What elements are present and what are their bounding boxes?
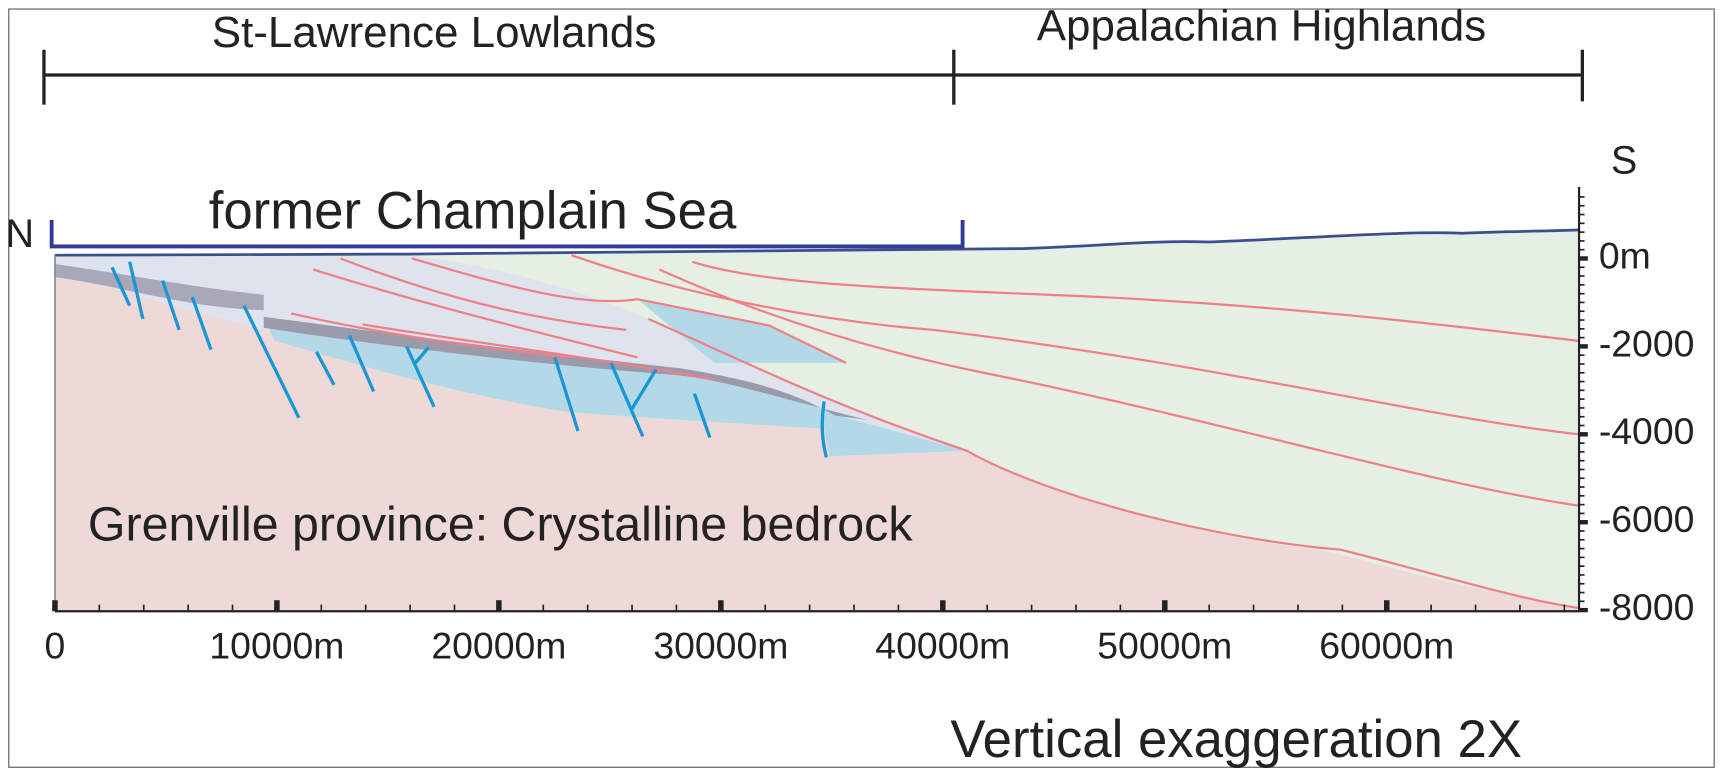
region-label: Appalachian Highlands xyxy=(1037,1,1486,50)
x-tick-label: 20000m xyxy=(431,624,566,666)
y-tick-label: 0m xyxy=(1599,234,1651,276)
nappe xyxy=(637,299,847,363)
sea-bracket xyxy=(49,220,965,249)
x-tick-label: 40000m xyxy=(875,624,1010,666)
y-tick-label: -6000 xyxy=(1599,498,1695,540)
faults xyxy=(110,261,828,458)
region-bars xyxy=(42,49,1584,105)
x-tick-label: 50000m xyxy=(1097,624,1232,666)
region-label: St-Lawrence Lowlands xyxy=(212,8,657,57)
ticks: 0 10000m 20000m 30000m 40000m 50000m 60000m 0m -… xyxy=(45,196,1695,666)
sea-label: former Champlain Sea xyxy=(209,181,737,240)
carbonate xyxy=(54,263,264,311)
compass-label: N xyxy=(5,212,34,256)
bedrock-label: Grenville province: Crystalline bedrock xyxy=(88,497,913,551)
carbonate xyxy=(263,316,869,421)
ground-surface xyxy=(54,228,1580,257)
x-tick-label: 60000m xyxy=(1319,624,1454,666)
compass-label: S xyxy=(1611,138,1637,182)
y-tick-label: -8000 xyxy=(1599,586,1695,628)
x-tick-label: 30000m xyxy=(653,624,788,666)
y-tick-label: -4000 xyxy=(1599,410,1695,452)
thrust-lines xyxy=(290,254,1580,610)
sandstone xyxy=(263,318,967,457)
y-tick-label: -2000 xyxy=(1599,322,1695,364)
x-tick-label: 10000m xyxy=(209,624,344,666)
exaggeration-note: Vertical exaggeration 2X xyxy=(950,710,1522,769)
x-tick-label: 0 xyxy=(45,624,66,666)
